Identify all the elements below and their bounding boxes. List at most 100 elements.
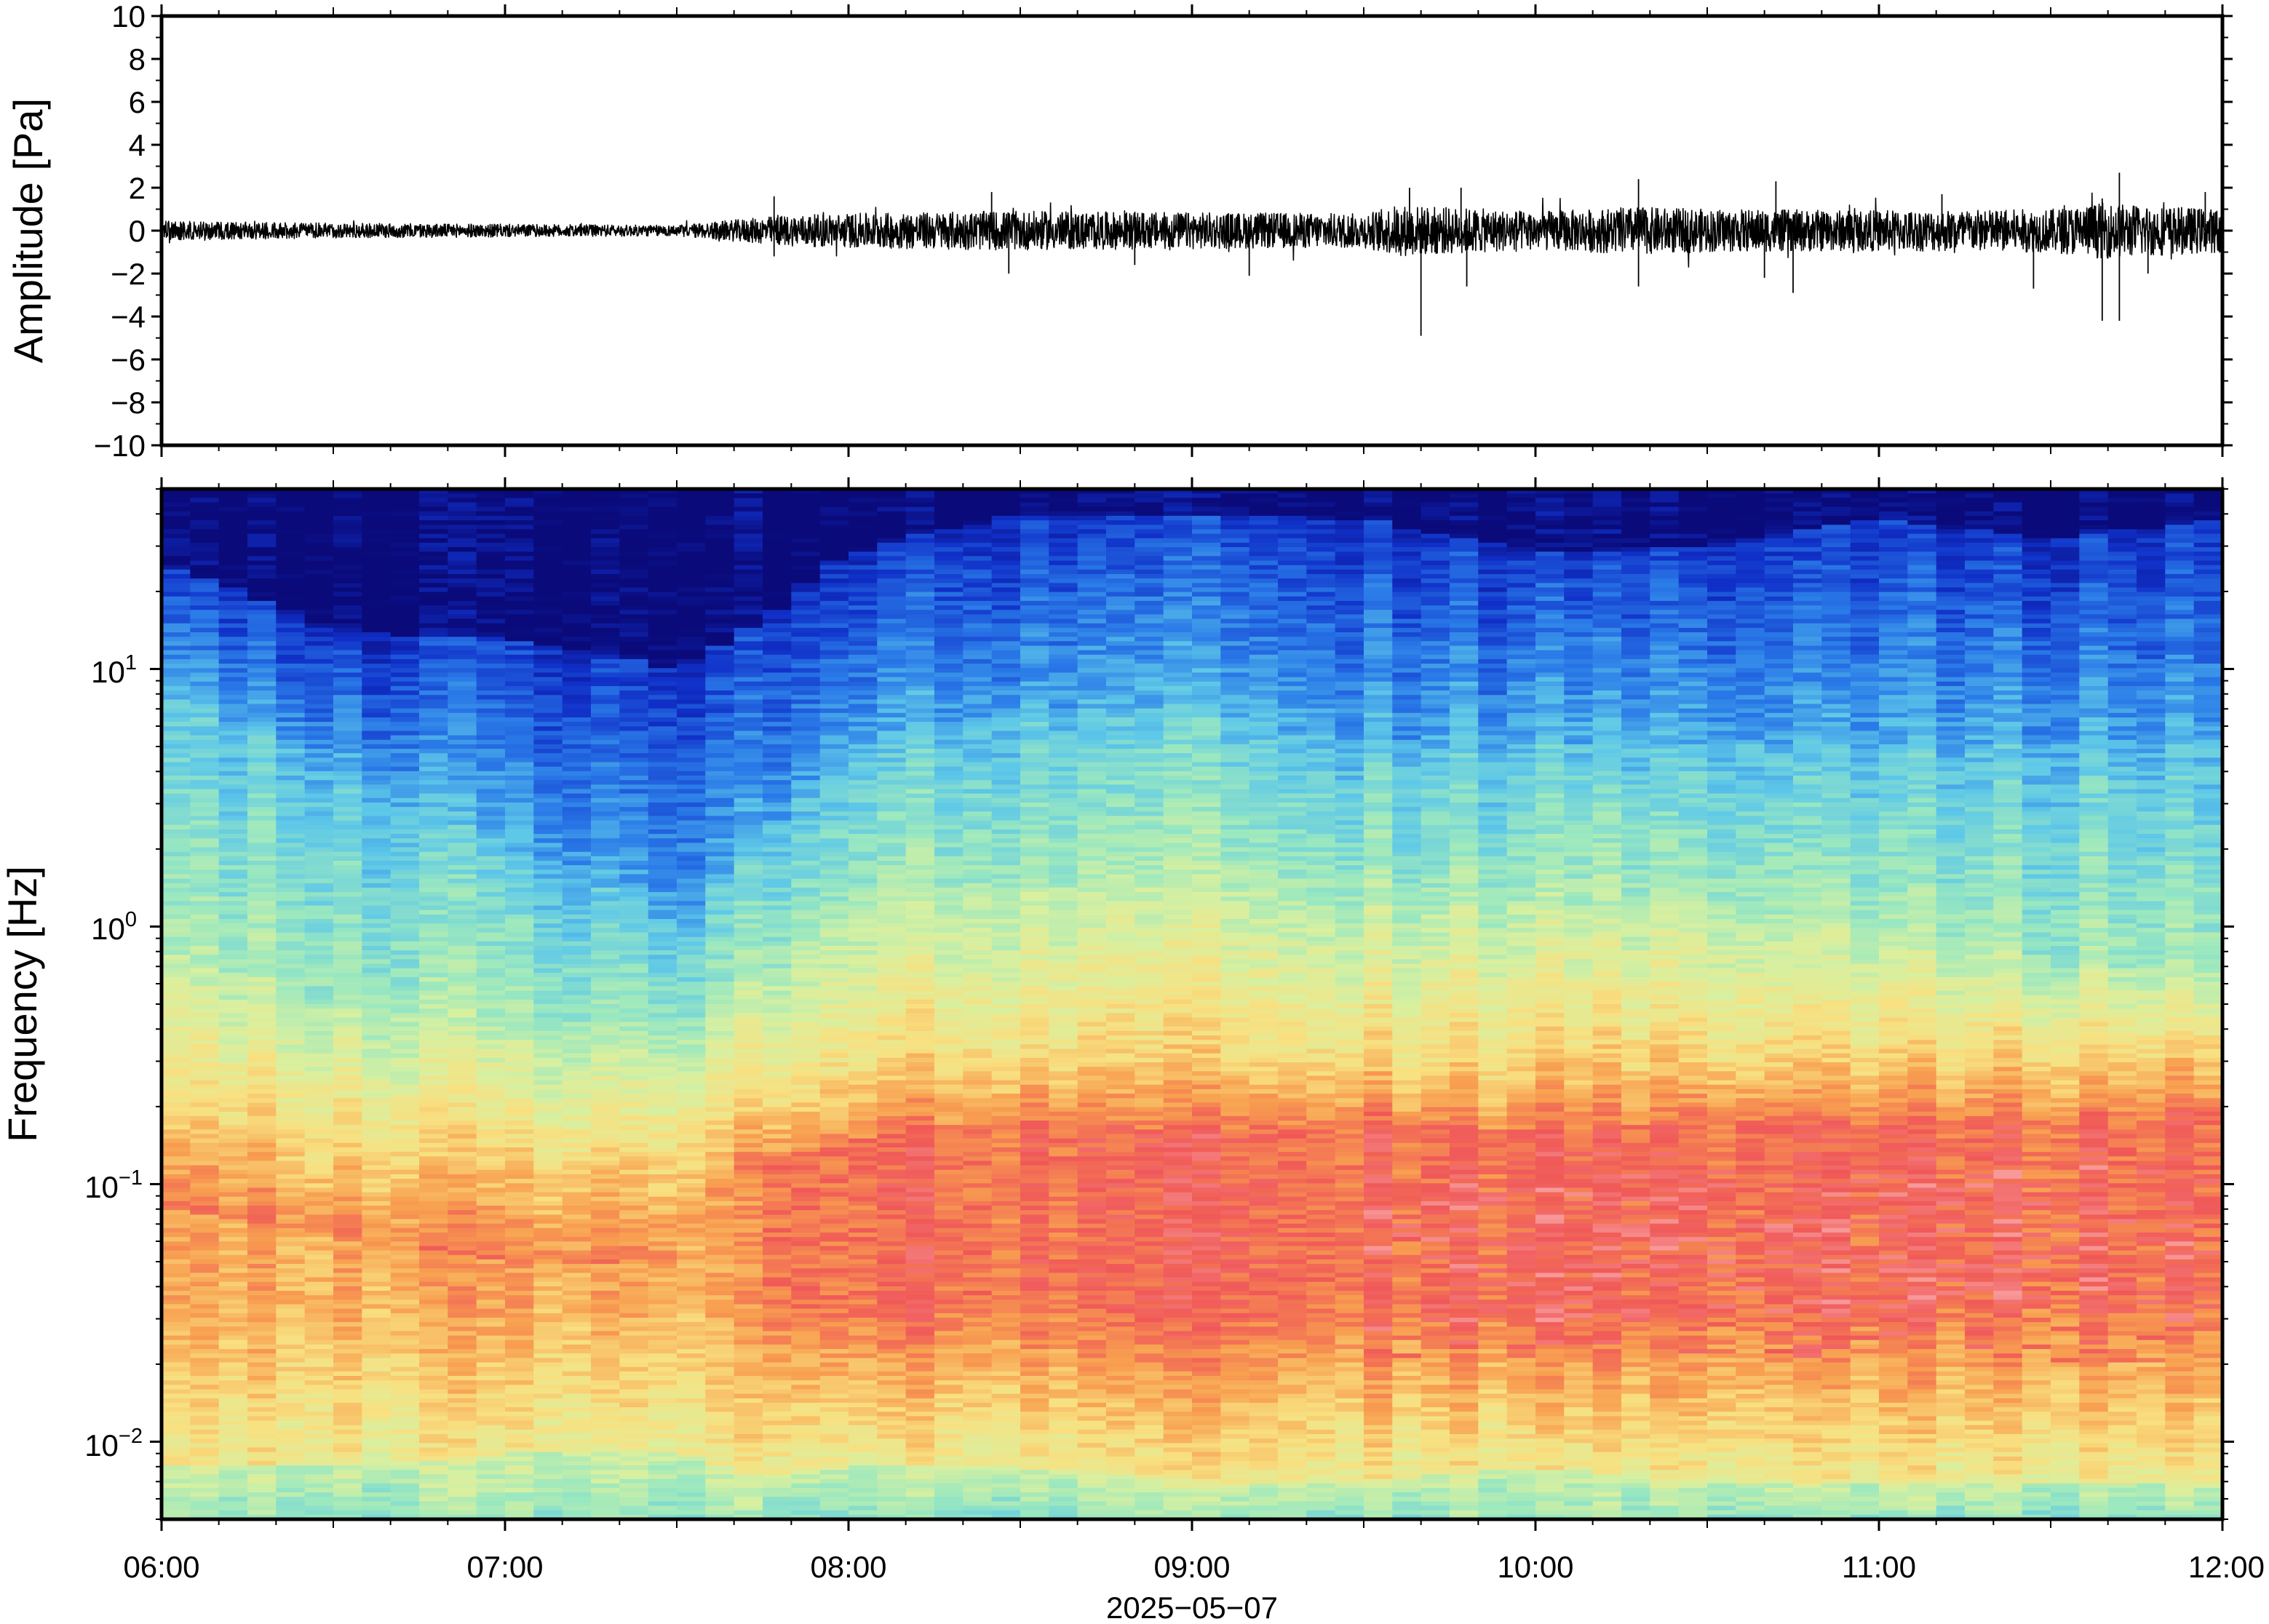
spectrogram-cell (533, 1115, 563, 1121)
spectrogram-cell (648, 824, 677, 830)
spectrogram-cell (304, 851, 334, 857)
spectrogram-cell (390, 726, 420, 732)
spectrogram-cell (705, 1286, 735, 1291)
spectrogram-cell (218, 632, 248, 637)
spectrogram-cell (562, 600, 592, 606)
spectrogram-cell (476, 560, 506, 566)
spectrogram-cell (390, 1308, 420, 1314)
spectrogram-cell (648, 632, 677, 637)
spectrogram-cell (390, 1250, 420, 1256)
spectrogram-cell (677, 1514, 707, 1519)
spectrogram-cell (448, 977, 477, 983)
spectrogram-cell (533, 506, 563, 512)
spectrogram-cell (162, 776, 191, 781)
spectrogram-cell (304, 1246, 334, 1251)
spectrogram-cell (677, 610, 707, 616)
spectrogram-cell (734, 658, 763, 664)
spectrogram-cell (247, 784, 277, 790)
spectrogram-cell (648, 1214, 677, 1220)
spectrogram-cell (591, 1165, 621, 1171)
spectrogram-cell (648, 856, 677, 861)
spectrogram-cell (190, 542, 220, 548)
spectrogram-cell (763, 489, 792, 494)
spectrogram-cell (448, 717, 477, 723)
spectrogram-cell (333, 1389, 363, 1395)
spectrogram-cell (705, 623, 735, 629)
spectrogram-cell (419, 1125, 449, 1131)
spectrogram-cell (476, 515, 506, 521)
spectrogram-cell (619, 520, 649, 526)
spectrogram-cell (333, 1080, 363, 1086)
spectrogram-cell (533, 936, 563, 942)
spectrogram-cell (619, 1429, 649, 1435)
spectrogram-cell (562, 861, 592, 866)
spectrogram-cell (677, 1017, 707, 1023)
spectrogram-cell (591, 753, 621, 759)
spectrogram-cell (419, 1393, 449, 1399)
spectrogram-cell (362, 489, 392, 494)
spectrogram-cell (533, 1187, 563, 1193)
spectrogram-cell (304, 658, 334, 664)
spectrogram-cell (419, 776, 449, 781)
spectrogram-cell (562, 529, 592, 535)
spectrogram-cell (505, 569, 535, 575)
spectrogram-cell (648, 498, 677, 503)
spectrogram-cell (591, 623, 621, 629)
spectrogram-cell (705, 1084, 735, 1090)
spectrogram-cell (648, 928, 677, 934)
spectrogram-cell (162, 735, 191, 741)
spectrogram-cell (247, 578, 277, 584)
spectrogram-cell (333, 1030, 363, 1036)
spectrogram-cell (562, 1308, 592, 1314)
spectrogram-cell (333, 1174, 363, 1179)
spectrogram-cell (705, 1318, 735, 1323)
spectrogram-cell (648, 1510, 677, 1516)
spectrogram-cell (476, 731, 506, 736)
spectrogram-cell (448, 637, 477, 642)
spectrogram-cell (247, 1147, 277, 1153)
spectrogram-cell (276, 699, 306, 705)
spectrogram-cell (390, 600, 420, 606)
spectrogram-cell (190, 1281, 220, 1287)
spectrogram-cell (619, 645, 649, 651)
spectrogram-cell (677, 838, 707, 844)
spectrogram-cell (419, 596, 449, 602)
spectrogram-cell (448, 681, 477, 687)
spectrogram-cell (562, 1412, 592, 1417)
spectrogram-cell (419, 1326, 449, 1332)
spectrogram-cell (390, 1035, 420, 1041)
spectrogram-cell (734, 1080, 763, 1086)
spectrogram-cell (648, 1013, 677, 1019)
spectrogram-cell (734, 856, 763, 861)
spectrogram-cell (705, 1308, 735, 1314)
spectrogram-cell (333, 1376, 363, 1381)
spectrogram-cell (533, 878, 563, 884)
spectrogram-cell (448, 1161, 477, 1166)
spectrogram-cell (419, 1264, 449, 1270)
spectrogram-cell (591, 1304, 621, 1310)
spectrogram-cell (677, 1022, 707, 1027)
spectrogram-cell (533, 762, 563, 768)
spectrogram-cell (362, 583, 392, 589)
spectrogram-cell (648, 1156, 677, 1162)
spectrogram-cell (333, 999, 363, 1005)
spectrogram-cell (162, 1344, 191, 1350)
spectrogram-cell (190, 1412, 220, 1417)
spectrogram-cell (476, 789, 506, 795)
spectrogram-cell (648, 1340, 677, 1345)
spectrogram-cell (218, 731, 248, 736)
spectrogram-cell (190, 1254, 220, 1260)
spectrogram-cell (533, 623, 563, 629)
spectrogram-cell (304, 923, 334, 929)
spectrogram-cell (276, 726, 306, 732)
spectrogram-cell (505, 1210, 535, 1216)
spectrogram-cell (419, 816, 449, 821)
spectrogram-cell (591, 776, 621, 781)
spectrogram-cell (677, 1402, 707, 1408)
spectrogram-cell (562, 780, 592, 786)
spectrogram-cell (705, 1313, 735, 1318)
spectrogram-cell (247, 1219, 277, 1225)
spectrogram-cell (390, 847, 420, 853)
spectrogram-cell (390, 803, 420, 808)
spectrogram-cell (276, 793, 306, 799)
